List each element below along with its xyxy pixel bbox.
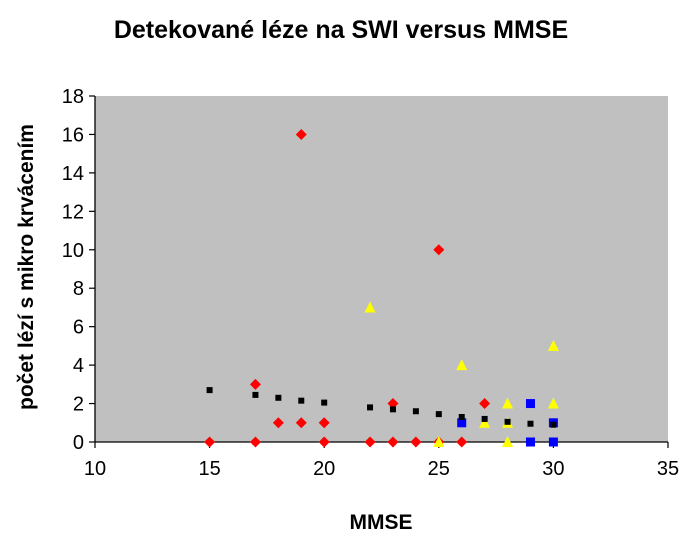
y-tick-label: 18 <box>62 86 84 108</box>
small-square-point <box>321 399 328 406</box>
triangle-point <box>547 339 559 351</box>
series-triangle <box>364 301 559 447</box>
y-tick-label: 10 <box>62 240 84 262</box>
y-tick-label: 2 <box>73 394 84 416</box>
small-square-point <box>275 394 282 401</box>
diamond-point <box>204 436 216 448</box>
y-tick-label: 8 <box>73 278 84 300</box>
diamond-point <box>433 244 445 256</box>
data-points <box>204 128 559 448</box>
y-tick-label: 12 <box>62 201 84 223</box>
triangle-point <box>456 359 468 371</box>
diamond-point <box>295 417 307 429</box>
small-square-point <box>412 408 419 415</box>
small-square-point <box>206 387 213 394</box>
small-square-point <box>389 406 396 413</box>
diamond-point <box>410 436 422 448</box>
small-square-point <box>481 415 488 422</box>
diamond-point <box>364 436 376 448</box>
diamond-point <box>318 417 330 429</box>
diamond-point <box>272 417 284 429</box>
triangle-point <box>479 416 491 428</box>
triangle-point <box>502 436 514 447</box>
y-tick-label: 6 <box>73 317 84 339</box>
small-square-point <box>527 420 534 427</box>
diamond-point <box>295 128 307 140</box>
series-small-square <box>206 387 557 428</box>
square-point <box>457 418 467 428</box>
triangle-point <box>547 397 559 409</box>
triangle-point <box>433 436 445 447</box>
diamond-point <box>479 398 491 410</box>
x-axis-label: MMSE <box>350 511 413 534</box>
small-square-point <box>504 418 511 425</box>
square-point <box>548 437 558 447</box>
series-diamond <box>204 128 491 448</box>
plot-area <box>95 96 668 442</box>
triangle-point <box>502 397 514 409</box>
triangle-point <box>364 301 376 313</box>
x-tick-label: 20 <box>313 458 335 480</box>
y-tick-label: 14 <box>62 163 84 185</box>
diamond-point <box>387 398 399 410</box>
diamond-point <box>249 436 261 448</box>
square-point <box>525 399 535 409</box>
x-tick-label: 15 <box>198 458 220 480</box>
y-tick-labels: 0 2 4 6 8 10 12 14 16 18 <box>62 86 84 454</box>
x-tick-labels: 10 15 20 25 30 35 <box>84 458 679 480</box>
diamond-point <box>318 436 330 448</box>
square-point <box>525 437 535 447</box>
x-tick-label: 25 <box>428 458 450 480</box>
x-tick-label: 35 <box>657 458 679 480</box>
diamond-point <box>387 436 399 448</box>
small-square-point <box>458 414 465 421</box>
small-square-point <box>252 391 259 398</box>
chart-title: Detekované léze na SWI versus MMSE <box>114 16 568 44</box>
small-square-point <box>298 397 305 404</box>
y-axis-label: počet lézí s mikro krvácením <box>15 124 38 410</box>
diamond-point <box>456 436 468 448</box>
small-square-point <box>367 404 374 411</box>
x-tick-label: 10 <box>84 458 106 480</box>
y-tick-label: 4 <box>73 355 84 377</box>
diamond-point <box>249 378 261 390</box>
y-tick-label: 0 <box>73 432 84 454</box>
small-square-point <box>550 421 557 428</box>
x-tick-label: 30 <box>542 458 564 480</box>
small-square-point <box>435 411 442 418</box>
y-tick-label: 16 <box>62 124 84 146</box>
